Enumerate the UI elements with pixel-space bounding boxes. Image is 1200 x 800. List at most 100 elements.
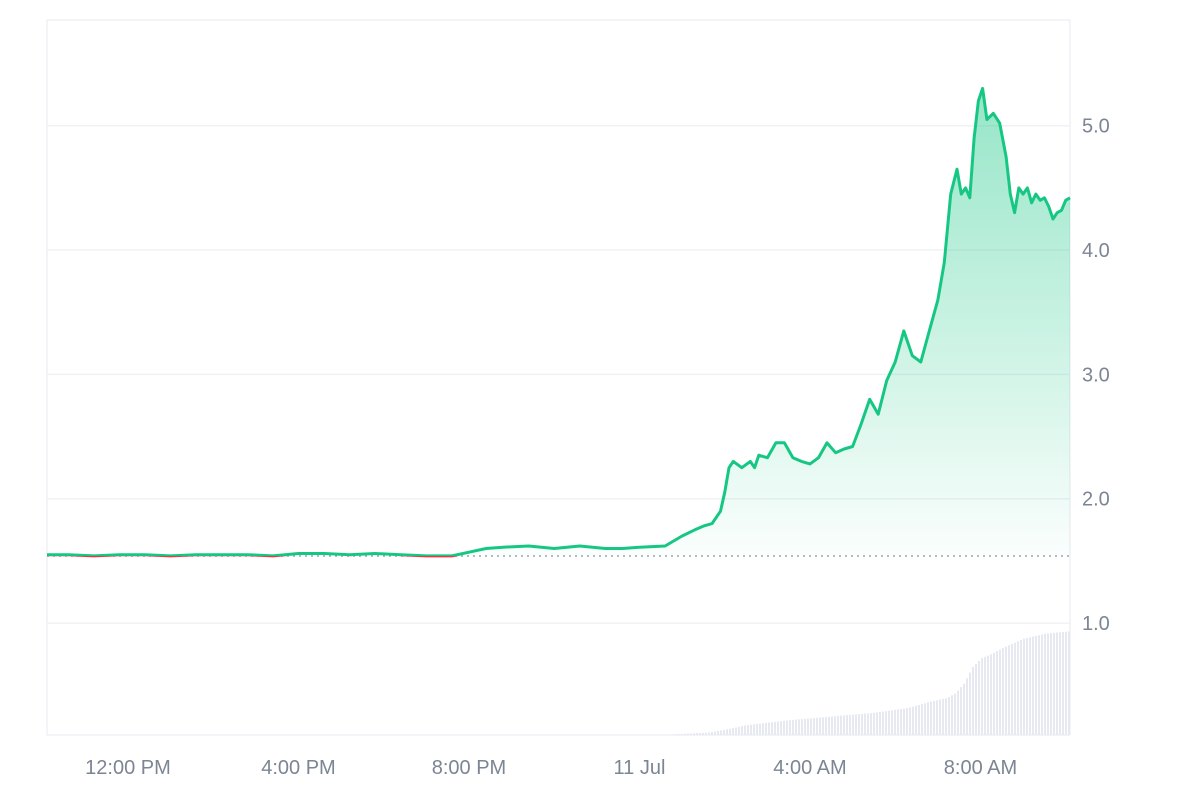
volume-bar [804, 718, 806, 735]
volume-bar [894, 709, 896, 735]
volume-bar [1044, 633, 1046, 735]
x-axis-ticks: 12:00 PM 4:00 PM 8:00 PM 11 Jul 4:00 AM 8:00 … [85, 757, 1017, 779]
volume-bar [819, 717, 821, 735]
volume-bar [858, 714, 860, 735]
volume-bar [987, 655, 989, 735]
volume-bar [702, 732, 704, 735]
volume-bar [714, 731, 716, 735]
volume-bar [1017, 641, 1019, 735]
volume-bar [762, 723, 764, 735]
volume-bar [981, 658, 983, 735]
volume-bar [1014, 642, 1016, 735]
volume-bar [708, 732, 710, 735]
volume-bar [741, 726, 743, 735]
volume-bar [861, 713, 863, 735]
volume-bar [831, 716, 833, 735]
volume-bar [903, 708, 905, 735]
volume-bar [882, 711, 884, 735]
volume-bar [885, 711, 887, 735]
volume-bar [888, 710, 890, 735]
volume-bar [765, 722, 767, 735]
volume-bar [1041, 634, 1043, 735]
volume-bar [1062, 632, 1064, 735]
volume-bar [825, 717, 827, 735]
volume-bar [990, 654, 992, 735]
volume-bar [672, 734, 674, 735]
volume-bar [918, 704, 920, 735]
x-tick-label: 4:00 AM [773, 757, 846, 779]
volume-bar [840, 715, 842, 735]
volume-bar [915, 705, 917, 735]
volume-bar [930, 701, 932, 735]
volume-bar [960, 687, 962, 735]
volume-bar [933, 700, 935, 735]
volume-bar [870, 713, 872, 735]
volume-bar [969, 672, 971, 735]
volume-bar [813, 718, 815, 735]
x-tick-label: 8:00 AM [944, 757, 1017, 779]
volume-bar [744, 725, 746, 735]
volume-bar [696, 733, 698, 735]
volume-bar [699, 732, 701, 735]
volume-bar [879, 712, 881, 735]
volume-bar [675, 734, 677, 735]
volume-bar [1047, 633, 1049, 735]
volume-bar [1029, 637, 1031, 735]
volume-bar [936, 700, 938, 735]
volume-bar [843, 715, 845, 735]
volume-bar [816, 717, 818, 735]
volume-bar [864, 713, 866, 735]
volume-bar [975, 663, 977, 735]
volume-bar [1059, 632, 1061, 735]
volume-bar [687, 733, 689, 735]
volume-bar [846, 715, 848, 735]
volume-bar [747, 725, 749, 735]
x-tick-label: 4:00 PM [261, 757, 335, 779]
y-tick-label: 3.0 [1082, 364, 1110, 386]
volume-bar [795, 719, 797, 735]
volume-bar [810, 718, 812, 735]
volume-bar [984, 656, 986, 735]
y-tick-label: 2.0 [1082, 489, 1110, 511]
y-tick-label: 5.0 [1082, 116, 1110, 138]
volume-bar [873, 712, 875, 735]
volume-bar [942, 698, 944, 735]
volume-bar [972, 667, 974, 735]
volume-bar [726, 729, 728, 735]
volume-bar [966, 678, 968, 735]
volume-bar [927, 702, 929, 735]
volume-bar [963, 683, 965, 735]
volume-bar [996, 651, 998, 735]
volume-bar [834, 716, 836, 735]
volume-bar [759, 723, 761, 735]
volume-bar [732, 728, 734, 735]
volume-bar [948, 697, 950, 735]
y-tick-label: 4.0 [1082, 240, 1110, 262]
volume-bar [798, 719, 800, 735]
x-tick-label: 8:00 PM [432, 757, 506, 779]
volume-bar [681, 733, 683, 735]
volume-bar [738, 726, 740, 735]
volume-bar [735, 727, 737, 735]
volume-bar [1020, 640, 1022, 735]
volume-bar [690, 733, 692, 735]
volume-bar [993, 652, 995, 735]
volume-bar [753, 724, 755, 735]
plot-frame [46, 19, 1071, 736]
volume-bar [684, 733, 686, 735]
volume-bar [1023, 638, 1025, 735]
volume-bar [852, 714, 854, 735]
volume-bar [729, 728, 731, 735]
volume-bar [951, 695, 953, 735]
volume-bar [954, 693, 956, 735]
volume-bar [999, 649, 1001, 735]
volume-bar [789, 720, 791, 735]
volume-bar [1002, 648, 1004, 735]
volume-bar [801, 719, 803, 735]
volume-bar [957, 690, 959, 735]
volume-bar [849, 714, 851, 735]
volume-bar [1026, 637, 1028, 735]
volume-bar [717, 730, 719, 735]
volume-bar [1011, 643, 1013, 735]
